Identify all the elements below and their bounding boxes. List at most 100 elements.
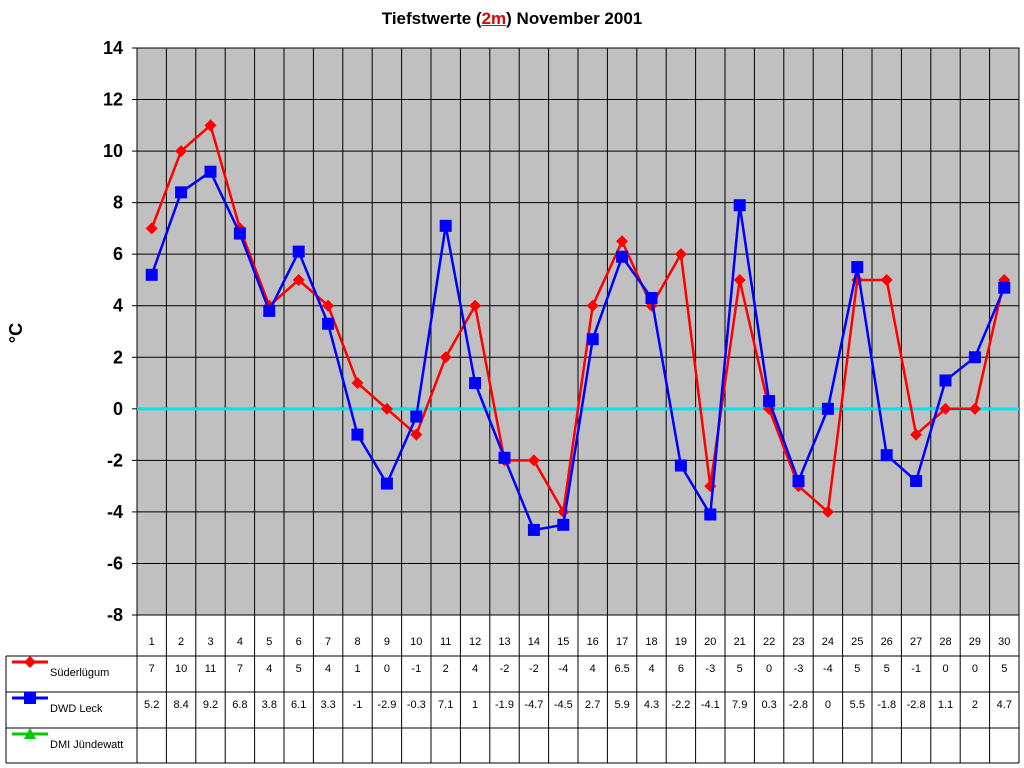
table-cell: 5 — [296, 663, 302, 675]
x-tick-label: 23 — [792, 636, 804, 648]
data-point — [292, 245, 305, 258]
series-line-1 — [150, 170, 1006, 532]
x-tick-label: 9 — [384, 636, 390, 648]
table-cell: 6.1 — [291, 699, 306, 711]
legend-marker-2 — [24, 728, 36, 739]
data-point — [792, 474, 805, 487]
table-cell: 4 — [648, 663, 654, 675]
x-tick-label: 10 — [410, 636, 422, 648]
table-cell: -4 — [558, 663, 568, 675]
table-cell: 5 — [737, 663, 743, 675]
y-tick-label: 6 — [113, 244, 123, 264]
data-point — [380, 402, 393, 415]
y-tick-label: -8 — [107, 605, 123, 625]
legend-label-2: DMI Jündewatt — [50, 739, 123, 751]
table-cell: 6.8 — [232, 699, 247, 711]
x-tick-label: 25 — [851, 636, 863, 648]
chart-title: Tiefstwerte (2m) November 2001 — [0, 9, 1024, 29]
data-point — [910, 428, 923, 441]
table-cell: 0 — [972, 663, 978, 675]
table-cell: 7.9 — [732, 699, 747, 711]
chart-title-prefix: Tiefstwerte ( — [381, 9, 482, 28]
data-point — [439, 219, 452, 232]
data-point — [557, 518, 570, 531]
x-tick-label: 22 — [763, 636, 775, 648]
data-point — [821, 402, 834, 415]
table-cell: 2 — [443, 663, 449, 675]
series-layer — [145, 119, 1011, 536]
data-point — [498, 451, 511, 464]
table-cell: 1 — [354, 663, 360, 675]
table-cell: -4 — [823, 663, 833, 675]
y-tick-label: 4 — [113, 296, 123, 316]
data-point — [616, 250, 629, 263]
y-tick-label: -2 — [107, 450, 123, 470]
x-tick-label: 6 — [296, 636, 302, 648]
data-point — [939, 374, 952, 387]
data-point — [821, 505, 834, 518]
data-point — [322, 317, 335, 330]
data-point — [145, 268, 158, 281]
x-tick-label: 4 — [237, 636, 243, 648]
data-point — [439, 351, 452, 364]
data-point — [586, 333, 599, 346]
y-tick-label: 10 — [103, 141, 123, 161]
x-tick-label: 1 — [149, 636, 155, 648]
data-point — [616, 235, 629, 248]
table-cell: -2.2 — [671, 699, 690, 711]
data-point — [763, 395, 776, 408]
table-cell: 5.5 — [850, 699, 865, 711]
table-cell: 1 — [472, 699, 478, 711]
table-cell: -2 — [529, 663, 539, 675]
table-cell: -2 — [500, 663, 510, 675]
table-cell: 3.3 — [320, 699, 335, 711]
table-cell: -3 — [794, 663, 804, 675]
data-point — [939, 402, 952, 415]
x-tick-label: 26 — [881, 636, 893, 648]
table-cell: 6.5 — [614, 663, 629, 675]
data-point — [733, 273, 746, 286]
data-point — [674, 248, 687, 261]
table-cell: 2.7 — [585, 699, 600, 711]
table-cell: 5.2 — [144, 699, 159, 711]
table-cell: -4.1 — [701, 699, 720, 711]
data-point — [733, 199, 746, 212]
data-point — [469, 299, 482, 312]
table-cell: 5 — [884, 663, 890, 675]
y-tick-label: 8 — [113, 193, 123, 213]
data-point — [263, 304, 276, 317]
y-axis: 14 12 10 8 6 4 2 0 -2 -4 -6 -8 — [103, 38, 137, 625]
plot-area — [136, 47, 1020, 763]
data-point — [704, 508, 717, 521]
table-cell: -2.8 — [907, 699, 926, 711]
x-tick-label: 7 — [325, 636, 331, 648]
data-point — [880, 449, 893, 462]
y-tick-label: 2 — [113, 347, 123, 367]
data-point — [586, 299, 599, 312]
y-tick-label: -6 — [107, 553, 123, 573]
y-tick-label: 12 — [103, 90, 123, 110]
table-cell: 8.4 — [173, 699, 188, 711]
table-cell: 2 — [972, 699, 978, 711]
data-point — [527, 454, 540, 467]
data-point — [204, 165, 217, 178]
table-cell: -2.9 — [377, 699, 396, 711]
table-cell: 7.1 — [438, 699, 453, 711]
x-tick-label: 18 — [645, 636, 657, 648]
y-tick-label: 14 — [103, 38, 123, 58]
x-tick-label: 24 — [822, 636, 834, 648]
table-cell: 4 — [325, 663, 331, 675]
x-tick-label: 8 — [354, 636, 360, 648]
table-cell: 7 — [149, 663, 155, 675]
x-tick-label: 5 — [266, 636, 272, 648]
table-cell: -4.5 — [554, 699, 573, 711]
x-tick-label: 14 — [528, 636, 540, 648]
table-cell: 0 — [942, 663, 948, 675]
table-cell: -1 — [911, 663, 921, 675]
table-cell: -3 — [705, 663, 715, 675]
data-point — [292, 273, 305, 286]
data-point — [233, 227, 246, 240]
table-cell: 1.1 — [938, 699, 953, 711]
table-cell: 0 — [766, 663, 772, 675]
x-tick-label: 21 — [734, 636, 746, 648]
